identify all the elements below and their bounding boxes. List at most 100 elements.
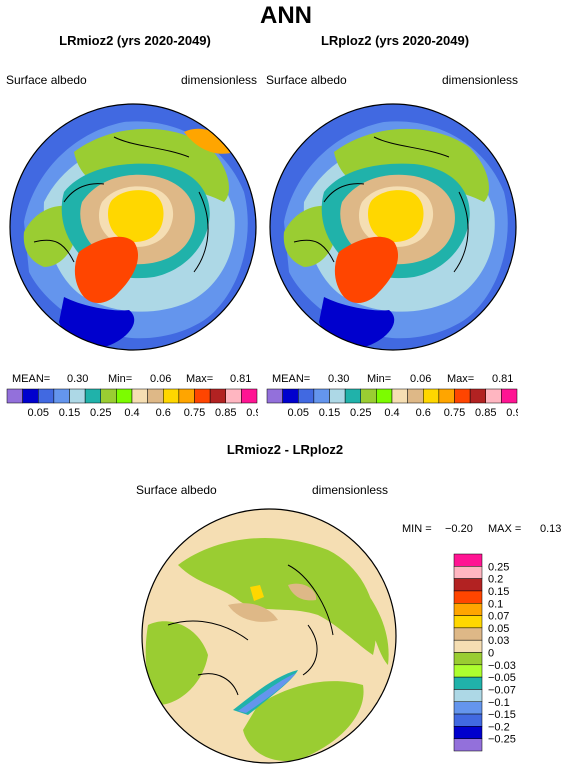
map-2-north-atlantic xyxy=(319,297,395,347)
colorbar-diff-swatch xyxy=(453,603,483,616)
colorbar-1-tick-label: 0.85 xyxy=(215,407,236,419)
colorbar-2-tick-label: 0.05 xyxy=(288,407,309,419)
map-lrploz2 xyxy=(269,103,517,351)
map-2-coastlines xyxy=(293,136,469,273)
panel-2-variable-label: Surface albedo xyxy=(266,73,347,87)
map-1-greenland xyxy=(74,236,139,304)
colorbar-diff-swatch xyxy=(453,726,483,739)
colorbar-1-tick-label: 0.6 xyxy=(156,407,171,419)
colorbar-2-swatch xyxy=(485,388,502,404)
colorbar-2-swatch xyxy=(391,388,408,404)
colorbar-diff-tick-label: 0.03 xyxy=(488,635,509,647)
colorbar-diff-swatch xyxy=(453,627,483,641)
colorbar-2-swatch xyxy=(266,388,283,404)
panel-2-min-value: 0.06 xyxy=(410,373,432,385)
colorbar-2-swatch xyxy=(423,388,440,404)
colorbar-diff-tick-label: 0.05 xyxy=(488,623,509,635)
panel-1-min-value: 0.06 xyxy=(150,373,172,385)
colorbar-diff-swatch xyxy=(453,615,483,629)
map-1-central-arctic-ice xyxy=(108,190,164,242)
colorbar-2-tick-label: 0.75 xyxy=(444,407,465,419)
colorbar-1-tick-label: 0.75 xyxy=(184,407,205,419)
diff-max-value: 0.13 xyxy=(540,523,562,535)
map-difference xyxy=(141,508,397,764)
map-2-outline xyxy=(269,103,517,351)
colorbar-2-swatch xyxy=(469,388,486,404)
colorbar-diff-tick-label: −0.25 xyxy=(488,734,516,746)
colorbar-1-swatch xyxy=(100,388,117,404)
colorbar-1-tick-label: 0.05 xyxy=(28,407,49,419)
diff-panel-units-label: dimensionless xyxy=(312,483,389,497)
map-2-greenland xyxy=(334,236,399,304)
colorbar-2-tick-label: 0.4 xyxy=(384,407,399,419)
panel-2-units-label: dimensionless xyxy=(442,73,519,87)
colorbar-1-swatch xyxy=(194,388,211,404)
colorbar-1-swatch xyxy=(131,388,148,404)
page-title: ANN xyxy=(260,2,312,29)
colorbar-2-swatch xyxy=(407,388,424,404)
panel-2-title: LRploz2 (yrs 2020-2049) xyxy=(320,33,470,48)
colorbar-1-swatch xyxy=(22,388,39,404)
colorbar-1-swatch xyxy=(116,388,133,404)
colorbar-diff-swatch xyxy=(453,664,483,678)
colorbar-2-swatch xyxy=(501,388,518,404)
map-1-east-siberia-patch xyxy=(184,128,234,154)
colorbar-1-tick-label: 0.95 xyxy=(246,407,258,419)
diff-max-label: MAX = xyxy=(488,523,522,535)
colorbar-1-swatch xyxy=(209,388,226,404)
panel-2-max-value: 0.81 xyxy=(492,373,514,385)
diff-region-south xyxy=(243,681,364,761)
panel-1-min-label: Min= xyxy=(108,373,133,385)
diff-panel-title: LRmioz2 - LRploz2 xyxy=(226,442,344,457)
panel-1-title: LRmioz2 (yrs 2020-2049) xyxy=(59,33,211,48)
colorbar-1-tick-label: 0.15 xyxy=(59,407,80,419)
colorbar-1-swatch xyxy=(84,388,101,404)
colorbar-1: 0.05 0.15 0.25 0.4 0.6 0.75 0.85 0.95 xyxy=(6,388,258,419)
colorbar-diff-swatch xyxy=(453,689,483,702)
diff-region-west xyxy=(145,621,208,705)
map-1-coastlines xyxy=(33,136,209,273)
colorbar-1-swatch xyxy=(69,388,86,404)
panel-2-max-label: Max= xyxy=(447,373,475,385)
colorbar-2-tick-label: 0.95 xyxy=(506,407,518,419)
colorbar-2-swatch xyxy=(344,388,361,404)
panel-2-min-label: Min= xyxy=(367,373,392,385)
diff-region-east xyxy=(338,565,389,665)
colorbar-diff-swatch xyxy=(453,590,483,604)
diff-region-north xyxy=(178,538,376,655)
panel-1-mean-label: MEAN= xyxy=(12,373,51,385)
colorbar-diff-swatch xyxy=(453,701,483,715)
colorbar-2-tick-label: 0.25 xyxy=(350,407,371,419)
colorbar-1-swatch xyxy=(53,388,70,404)
colorbar-2-swatch xyxy=(282,388,299,404)
colorbar-1-tick-label: 0.25 xyxy=(90,407,111,419)
colorbar-diff-tick-label: 0.07 xyxy=(488,611,509,623)
panel-2-mean-label: MEAN= xyxy=(272,373,311,385)
colorbar-1-swatch xyxy=(178,388,195,404)
colorbar-2-swatch xyxy=(376,388,393,404)
colorbar-diff-tick-label: −0.03 xyxy=(488,660,516,672)
colorbar-diff-tick-label: 0.25 xyxy=(488,561,509,573)
diff-min-value: −0.20 xyxy=(445,523,473,535)
colorbar-1-swatch xyxy=(241,388,258,404)
colorbar-diff-swatch xyxy=(453,566,483,579)
diff-map-outline xyxy=(141,508,397,764)
colorbar-diff-tick-label: −0.2 xyxy=(488,721,510,733)
colorbar-diff-swatch xyxy=(453,639,483,653)
diff-min-label: MIN = xyxy=(402,523,432,535)
colorbar-diff-swatch xyxy=(453,578,483,592)
colorbar-2-swatch xyxy=(298,388,315,404)
map-1-north-atlantic xyxy=(59,297,135,347)
map-lrmioz2 xyxy=(9,103,257,351)
colorbar-diff-tick-label: 0.15 xyxy=(488,586,509,598)
diff-max-patch xyxy=(250,585,264,601)
panel-1-mean-value: 0.30 xyxy=(67,373,89,385)
colorbar-2-swatch xyxy=(360,388,377,404)
colorbar-diff-tick-label: −0.05 xyxy=(488,672,516,684)
colorbar-diff-tick-label: −0.15 xyxy=(488,709,516,721)
colorbar-2-tick-label: 0.15 xyxy=(319,407,340,419)
colorbar-2-swatch xyxy=(329,388,346,404)
map-2-central-arctic-ice xyxy=(368,190,424,242)
diff-panel-variable-label: Surface albedo xyxy=(136,483,217,497)
diff-atlantic-blue xyxy=(238,673,296,713)
